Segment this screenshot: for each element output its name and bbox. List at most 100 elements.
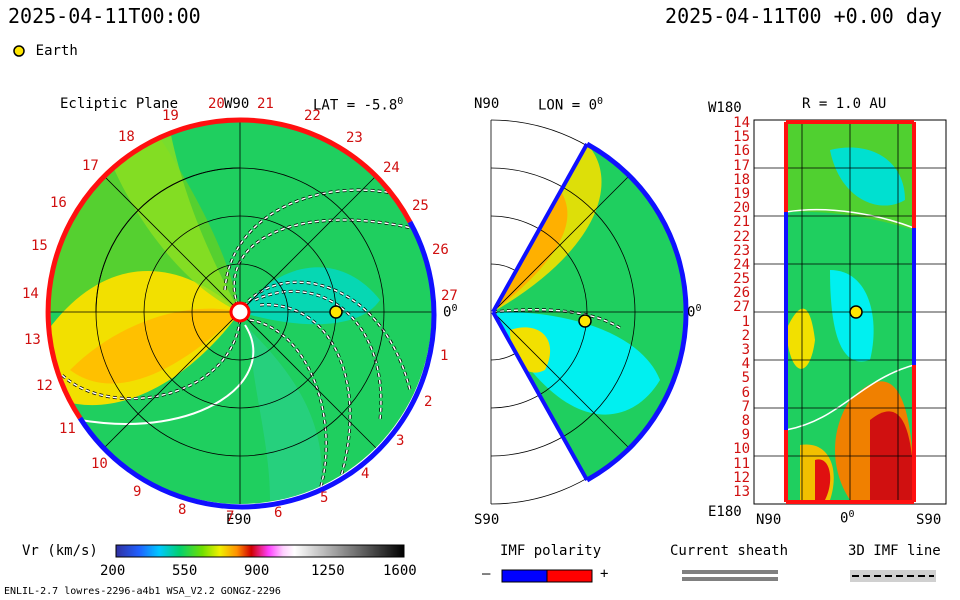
imf-line-title: 3D IMF line [848,543,941,559]
radial-x-label: N90 [756,512,782,528]
colorbar-tick: 1600 [383,563,417,579]
radial-y-label: 8 [741,412,750,429]
radial-y-label: 27 [733,299,750,316]
radial-y-label: 24 [733,256,750,273]
carrington-label: 17 [82,158,99,174]
radial-y-label: 10 [733,441,750,458]
velocity-colorbar [115,544,405,558]
carrington-label: 24 [383,160,400,176]
imf-line-swatch [850,570,936,582]
meridional-right-label: 00 [687,303,702,321]
radial-y-label: 4 [741,356,750,373]
ecliptic-lat: LAT = -5.80 [313,96,404,114]
carrington-label: 27 [441,288,458,304]
timestamp-left: 2025-04-11T00:00 [8,4,201,28]
carrington-label: 14 [22,286,39,302]
carrington-label: 2 [424,394,433,410]
sun-icon [229,301,251,323]
meridional-panel [490,119,689,505]
radial-y-label: 1 [741,313,750,330]
radial-y-label: 14 [733,115,750,131]
carrington-label: 1 [440,348,449,364]
ecliptic-panel [45,117,437,510]
carrington-label: 25 [412,198,429,214]
radial-y-label: 25 [733,271,750,288]
radial-y-label: 7 [741,398,750,415]
carrington-label: 20 [208,96,225,112]
radial-top-left-label: W180 [708,100,742,116]
carrington-label: 16 [50,195,67,211]
ecliptic-bottom-label: E90 [226,512,252,528]
radial-y-label: 22 [733,228,750,245]
radial-y-label: 12 [733,469,750,486]
imf-positive-swatch [546,569,593,583]
radial-y-label: 11 [733,455,750,472]
imf-negative-swatch [501,569,548,583]
radial-y-label: 18 [733,171,750,188]
imf-plus-label: + [600,566,609,582]
radial-y-label: 17 [733,157,750,174]
current-sheath-swatch [682,570,778,574]
radial-y-labels: 14 15 16 17 18 19 20 21 22 23 24 25 26 2… [722,116,750,499]
radial-y-label: 20 [733,200,750,217]
carrington-label: 12 [36,378,53,394]
carrington-label: 19 [162,108,179,124]
colorbar-tick: 200 [100,563,126,579]
carrington-label: 22 [304,108,321,124]
radial-y-label: 19 [733,185,750,202]
radial-y-label: 13 [733,483,750,500]
earth-icon [578,314,592,328]
model-footer: ENLIL-2.7 lowres-2296-a4b1 WSA_V2.2 GONG… [4,586,281,597]
radial-panel [753,119,947,505]
carrington-label: 3 [396,433,405,449]
radial-y-label: 6 [741,384,750,401]
colorbar-tick: 900 [244,563,270,579]
radial-y-label: 16 [733,143,750,160]
carrington-label: 26 [432,242,449,258]
timestamp-right: 2025-04-11T00 +0.00 day [665,4,942,28]
carrington-label: 9 [133,484,142,500]
radial-y-label: 21 [733,214,750,231]
earth-legend-label: Earth [35,43,78,59]
radial-y-label: 26 [733,285,750,302]
ecliptic-top-label: W90 [224,96,250,112]
radial-title: R = 1.0 AU [802,96,887,112]
imf-polarity-title: IMF polarity [500,543,602,559]
carrington-label: 7 [226,509,235,525]
imf-minus-label: – [482,566,491,582]
meridional-top-label: N90 [474,96,500,112]
radial-y-label: 23 [733,242,750,259]
carrington-label: 6 [274,505,283,521]
radial-x-label: S90 [916,512,942,528]
carrington-label: 4 [361,466,370,482]
current-sheath-title: Current sheath [670,543,789,559]
carrington-label: 13 [24,332,41,348]
carrington-label: 21 [257,96,274,112]
radial-bottom-left-label: E180 [708,504,742,520]
carrington-label: 10 [91,456,108,472]
carrington-label: 18 [118,129,135,145]
ecliptic-right-label: 00 [443,303,458,321]
ecliptic-title: Ecliptic Plane [60,96,179,112]
carrington-label: 15 [31,238,48,254]
earth-legend: Earth [12,40,78,59]
earth-icon [849,305,863,319]
colorbar-label: Vr (km/s) [22,543,98,559]
radial-y-label: 15 [733,129,750,146]
radial-y-label: 2 [741,327,750,344]
carrington-label: 11 [59,421,76,437]
earth-marker-icon [13,44,25,57]
meridional-lon: LON = 00 [538,96,604,114]
carrington-label: 23 [346,130,363,146]
radial-y-label: 9 [741,427,750,444]
colorbar-tick: 1250 [311,563,345,579]
radial-x-label: 00 [840,509,855,527]
carrington-label: 8 [178,502,187,518]
radial-y-label: 3 [741,342,750,358]
carrington-label: 5 [320,490,329,506]
colorbar-tick: 550 [172,563,198,579]
radial-y-label: 5 [741,370,750,387]
meridional-bottom-label: S90 [474,512,500,528]
earth-icon [329,305,343,319]
